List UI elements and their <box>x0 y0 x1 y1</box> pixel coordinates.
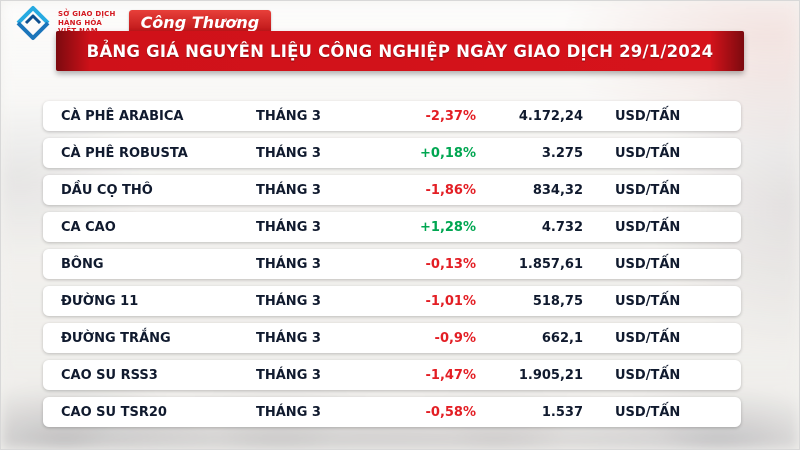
commodity-name: ĐƯỜNG TRẮNG <box>61 330 171 346</box>
contract-month: THÁNG 3 <box>256 404 321 420</box>
change-percent: -0,13% <box>425 256 477 272</box>
commodity-name: CA CAO <box>61 219 116 235</box>
price-value: 4.732 <box>541 219 583 235</box>
commodity-name: BÔNG <box>61 256 104 272</box>
contract-month: THÁNG 3 <box>256 293 321 309</box>
contract-month: THÁNG 3 <box>256 256 321 272</box>
price-unit: USD/TẤN <box>615 219 681 235</box>
commodity-name: DẦU CỌ THÔ <box>61 182 153 198</box>
exchange-name-line: SỞ GIAO DỊCH <box>58 9 116 18</box>
page-title: BẢNG GIÁ NGUYÊN LIỆU CÔNG NGHIỆP NGÀY GI… <box>86 41 714 61</box>
contract-month: THÁNG 3 <box>256 219 321 235</box>
table-row: ĐƯỜNG TRẮNG THÁNG 3 -0,9% 662,1 USD/TẤN <box>43 323 741 353</box>
price-unit: USD/TẤN <box>615 108 681 124</box>
change-percent: -0,58% <box>425 404 477 420</box>
contract-month: THÁNG 3 <box>256 330 321 346</box>
price-value: 518,75 <box>532 293 583 309</box>
commodity-name: CÀ PHÊ ARABICA <box>61 108 184 124</box>
commodity-name: CAO SU TSR20 <box>61 404 167 420</box>
contract-month: THÁNG 3 <box>256 108 321 124</box>
price-value: 1.905,21 <box>518 367 583 383</box>
commodity-name: CÀ PHÊ ROBUSTA <box>61 145 188 161</box>
change-percent: -0,9% <box>434 330 476 346</box>
price-table: CÀ PHÊ ARABICA THÁNG 3 -2,37% 4.172,24 U… <box>43 101 741 427</box>
change-percent: -1,47% <box>425 367 477 383</box>
change-percent: -1,01% <box>425 293 477 309</box>
commodity-name: ĐƯỜNG 11 <box>61 293 139 309</box>
price-unit: USD/TẤN <box>615 404 681 420</box>
exchange-name-line: HÀNG HÓA <box>58 18 102 27</box>
price-value: 3.275 <box>541 145 583 161</box>
table-row: CA CAO THÁNG 3 +1,28% 4.732 USD/TẤN <box>43 212 741 242</box>
change-percent: +1,28% <box>420 219 476 235</box>
contract-month: THÁNG 3 <box>256 367 321 383</box>
table-row: ĐƯỜNG 11 THÁNG 3 -1,01% 518,75 USD/TẤN <box>43 286 741 316</box>
price-unit: USD/TẤN <box>615 293 681 309</box>
price-value: 1.537 <box>541 404 583 420</box>
price-value: 662,1 <box>541 330 583 346</box>
change-percent: -1,86% <box>425 182 477 198</box>
price-value: 1.857,61 <box>518 256 583 272</box>
table-row: BÔNG THÁNG 3 -0,13% 1.857,61 USD/TẤN <box>43 249 741 279</box>
price-unit: USD/TẤN <box>615 367 681 383</box>
price-unit: USD/TẤN <box>615 330 681 346</box>
commodity-name: CAO SU RSS3 <box>61 367 158 383</box>
change-percent: +0,18% <box>420 145 476 161</box>
mxv-exchange-logo-icon <box>16 6 50 40</box>
table-row: DẦU CỌ THÔ THÁNG 3 -1,86% 834,32 USD/TẤN <box>43 175 741 205</box>
table-row: CAO SU TSR20 THÁNG 3 -0,58% 1.537 USD/TẤ… <box>43 397 741 427</box>
price-value: 4.172,24 <box>518 108 583 124</box>
contract-month: THÁNG 3 <box>256 145 321 161</box>
title-banner: BẢNG GIÁ NGUYÊN LIỆU CÔNG NGHIỆP NGÀY GI… <box>56 31 744 71</box>
table-row: CÀ PHÊ ROBUSTA THÁNG 3 +0,18% 3.275 USD/… <box>43 138 741 168</box>
price-unit: USD/TẤN <box>615 182 681 198</box>
price-unit: USD/TẤN <box>615 145 681 161</box>
table-row: CÀ PHÊ ARABICA THÁNG 3 -2,37% 4.172,24 U… <box>43 101 741 131</box>
price-unit: USD/TẤN <box>615 256 681 272</box>
table-row: CAO SU RSS3 THÁNG 3 -1,47% 1.905,21 USD/… <box>43 360 741 390</box>
change-percent: -2,37% <box>425 108 477 124</box>
price-value: 834,32 <box>532 182 583 198</box>
contract-month: THÁNG 3 <box>256 182 321 198</box>
